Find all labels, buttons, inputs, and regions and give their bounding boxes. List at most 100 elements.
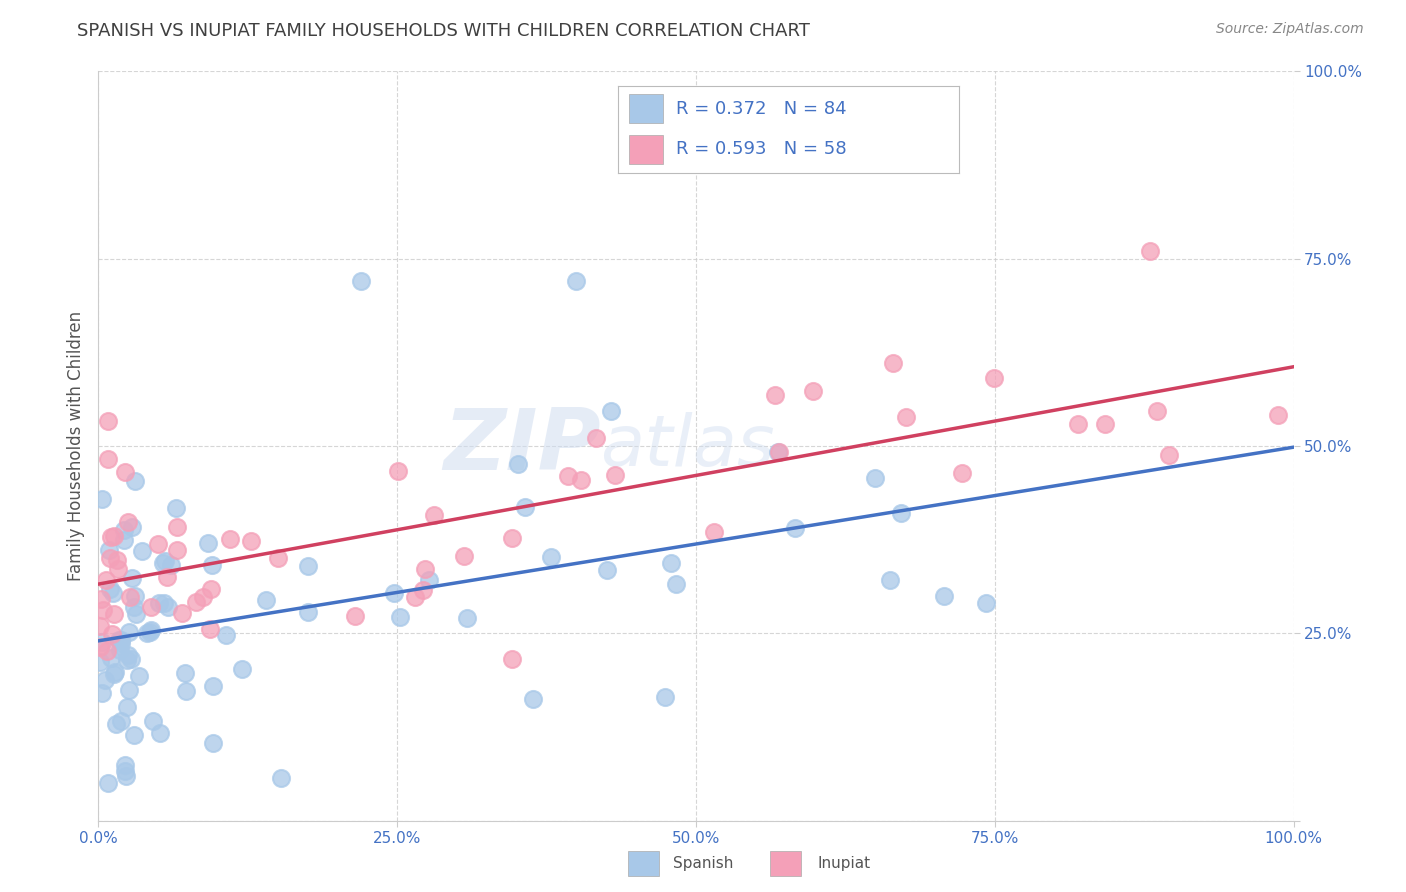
Point — [114, 465, 136, 479]
Text: SPANISH VS INUPIAT FAMILY HOUSEHOLDS WITH CHILDREN CORRELATION CHART: SPANISH VS INUPIAT FAMILY HOUSEHOLDS WIT… — [77, 22, 810, 40]
Point — [240, 533, 263, 548]
Point — [202, 737, 225, 751]
Point — [117, 682, 139, 697]
Point — [118, 624, 141, 639]
Point — [387, 465, 409, 479]
Point — [768, 445, 790, 459]
Point — [565, 274, 588, 288]
Point — [89, 640, 111, 655]
Point — [270, 771, 292, 785]
Point — [172, 607, 194, 621]
Point — [122, 727, 145, 741]
Point — [297, 558, 319, 573]
Point — [665, 577, 688, 591]
Point — [166, 542, 188, 557]
Point — [157, 599, 180, 614]
Point — [974, 597, 997, 611]
Point — [654, 690, 676, 705]
Point — [506, 457, 529, 471]
Point — [198, 622, 221, 636]
Point — [107, 562, 129, 576]
Point — [138, 624, 160, 639]
Point — [121, 520, 143, 534]
Point — [165, 501, 187, 516]
Point — [501, 531, 523, 545]
FancyBboxPatch shape — [770, 851, 801, 876]
Point — [343, 608, 366, 623]
Point — [413, 561, 436, 575]
Point — [142, 714, 165, 728]
Point — [388, 609, 411, 624]
Point — [202, 679, 225, 693]
Point — [703, 525, 725, 540]
Point — [166, 520, 188, 534]
Point — [114, 764, 136, 778]
Point — [115, 653, 138, 667]
Point — [141, 623, 163, 637]
Point — [125, 607, 148, 622]
Point — [412, 582, 434, 597]
Point — [148, 536, 170, 550]
Point — [215, 628, 238, 642]
Point — [184, 595, 207, 609]
Point — [101, 627, 124, 641]
Point — [100, 530, 122, 544]
Point — [501, 652, 523, 666]
Point — [89, 619, 111, 633]
Point — [200, 582, 222, 596]
Point — [932, 589, 955, 603]
Point — [115, 769, 138, 783]
Point — [117, 700, 139, 714]
Point — [456, 611, 478, 625]
Point — [350, 274, 373, 288]
Point — [801, 384, 824, 399]
Point — [159, 558, 181, 572]
Point — [91, 634, 114, 648]
Point — [121, 571, 143, 585]
Text: Source: ZipAtlas.com: Source: ZipAtlas.com — [1216, 22, 1364, 37]
Point — [112, 523, 135, 537]
Point — [89, 655, 111, 669]
Point — [149, 726, 172, 740]
Point — [153, 596, 176, 610]
Text: atlas: atlas — [600, 411, 775, 481]
Text: ZIP: ZIP — [443, 404, 600, 488]
Point — [104, 665, 127, 679]
Point — [453, 549, 475, 564]
Point — [105, 553, 128, 567]
Point — [141, 600, 163, 615]
Point — [1094, 417, 1116, 431]
Point — [1159, 448, 1181, 462]
Point — [124, 474, 146, 488]
Point — [110, 714, 132, 728]
Point — [219, 532, 242, 546]
Point — [100, 550, 122, 565]
Point — [124, 589, 146, 603]
Point — [108, 642, 131, 657]
Point — [254, 592, 277, 607]
Point — [599, 404, 621, 418]
Point — [1067, 417, 1090, 432]
Point — [605, 467, 627, 482]
Point — [135, 626, 157, 640]
Point — [112, 533, 135, 547]
Point — [96, 644, 118, 658]
Point — [105, 717, 128, 731]
Point — [1146, 403, 1168, 417]
Point — [110, 633, 132, 648]
Point — [93, 602, 115, 616]
Point — [103, 585, 125, 599]
Point — [557, 469, 579, 483]
Point — [94, 673, 117, 687]
Point — [1139, 244, 1161, 259]
Point — [103, 607, 125, 621]
Point — [90, 685, 112, 699]
Text: Inupiat: Inupiat — [817, 856, 870, 871]
Point — [766, 444, 789, 458]
Point — [100, 651, 122, 665]
Point — [659, 556, 682, 570]
Point — [174, 665, 197, 680]
Point — [131, 544, 153, 558]
Point — [117, 516, 139, 530]
Point — [890, 506, 912, 520]
